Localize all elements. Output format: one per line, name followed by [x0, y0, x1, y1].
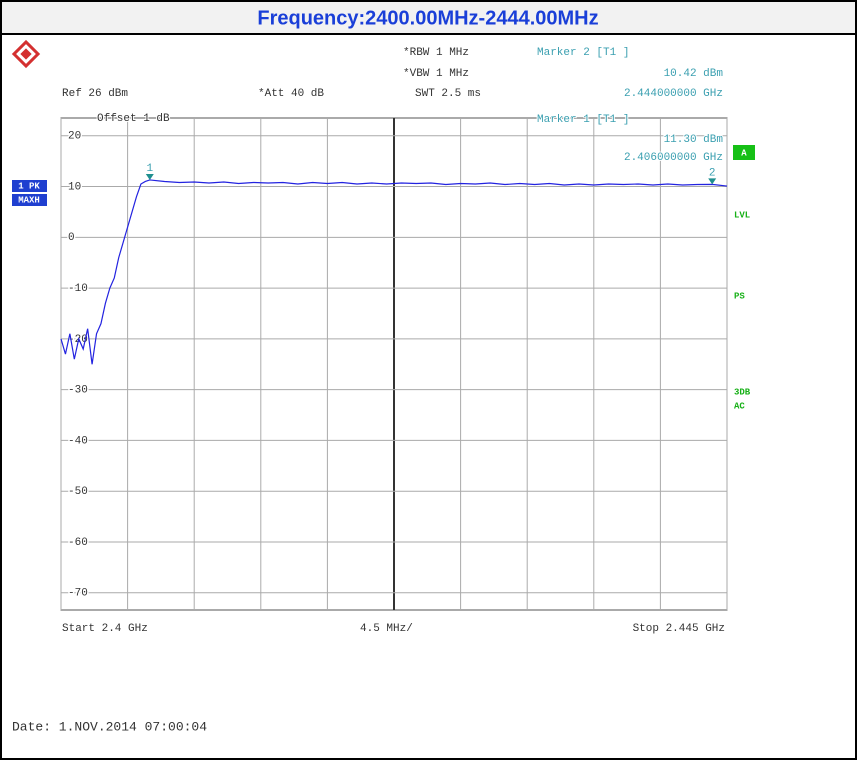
marker: [145, 173, 154, 180]
offset: Offset 1 dB: [97, 113, 170, 125]
marker: [708, 178, 717, 185]
logo: [11, 39, 41, 69]
trace-label: 1 PK: [18, 181, 40, 191]
y-tick-label: -30: [68, 385, 88, 397]
side-label: A: [741, 148, 747, 158]
start-freq: Start 2.4 GHz: [62, 623, 148, 635]
trace-mode: MAXH: [18, 195, 40, 205]
y-tick-label: 20: [68, 131, 81, 143]
side-label: PS: [734, 291, 745, 301]
trace: [60, 179, 728, 365]
y-tick-label: -20: [68, 334, 88, 346]
rbw: *RBW 1 MHz: [403, 47, 469, 59]
marker1-title: Marker 1 [T1 ]: [537, 114, 629, 126]
span-per-div: 4.5 MHz/: [360, 623, 413, 635]
y-tick-label: -10: [68, 283, 88, 295]
marker1-level: 11.30 dBm: [664, 134, 724, 146]
marker1-freq: 2.406000000 GHz: [624, 152, 723, 164]
marker2-title: Marker 2 [T1 ]: [537, 47, 629, 59]
y-tick-label: 10: [68, 181, 81, 193]
ref-level: Ref 26 dBm: [62, 88, 128, 100]
swt: SWT 2.5 ms: [415, 88, 481, 100]
side-label: AC: [734, 401, 745, 411]
attenuation: *Att 40 dB: [258, 88, 324, 100]
y-tick-label: -40: [68, 435, 88, 447]
grid: 20 10 0 -10 -20 -30 -40 -50 -60 -70: [60, 118, 728, 610]
marker2-level: 10.42 dBm: [664, 68, 724, 80]
side-label: 3DB: [734, 387, 751, 397]
vbw: *VBW 1 MHz: [403, 68, 469, 80]
stop-freq: Stop 2.445 GHz: [633, 623, 725, 635]
trace-badge: [12, 180, 47, 192]
trace-badge: [12, 194, 47, 206]
side-label: LVL: [734, 210, 750, 220]
a-badge: [733, 145, 755, 160]
title-band: [2, 2, 855, 34]
date: Date: 1.NOV.2014 07:00:04: [12, 719, 207, 734]
marker-label: 2: [709, 167, 716, 179]
y-tick-label: -50: [68, 486, 88, 498]
chart-title: Frequency:2400.00MHz-2444.00MHz: [257, 7, 598, 29]
y-tick-label: -60: [68, 537, 88, 549]
marker2-freq: 2.444000000 GHz: [624, 88, 723, 100]
y-tick-label: -70: [68, 588, 88, 600]
y-tick-label: 0: [68, 232, 75, 244]
marker-label: 1: [146, 163, 153, 175]
